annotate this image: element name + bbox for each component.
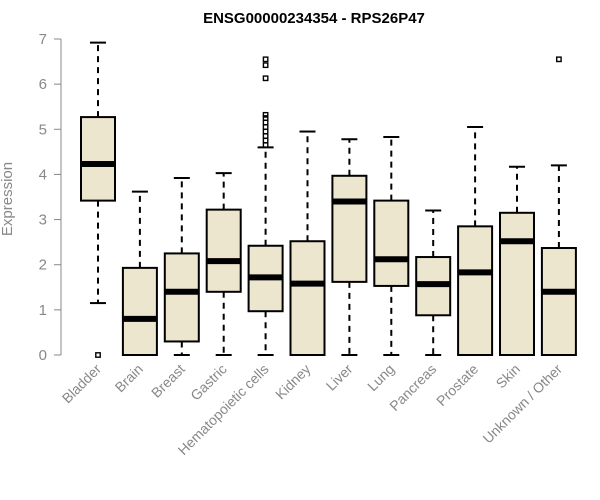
outlier-point: [556, 56, 562, 63]
y-tick-label: 4: [39, 166, 47, 183]
outlier-point: [262, 128, 269, 135]
y-axis-label: Expression: [0, 162, 16, 236]
outlier-point: [262, 62, 269, 69]
iqr-box: [121, 266, 158, 357]
iqr-box: [499, 211, 535, 356]
outlier-point: [262, 56, 269, 63]
y-tick-label: 2: [39, 257, 47, 274]
category-label: Skin: [493, 361, 524, 392]
box-group: [331, 138, 368, 356]
iqr-box: [80, 116, 116, 202]
box-group: [247, 56, 284, 356]
box-group: [499, 165, 535, 356]
box-group: [540, 56, 577, 356]
box-group: [415, 209, 452, 356]
outlier-point: [262, 111, 269, 118]
iqr-box: [540, 247, 577, 356]
boxes: [80, 41, 577, 358]
y-tick-label: 5: [39, 121, 47, 138]
outlier-point: [262, 115, 269, 121]
y-tick-label: 7: [39, 31, 47, 48]
category-label: Pancreas: [386, 361, 439, 414]
outlier-point: [262, 142, 269, 148]
box-group: [373, 135, 410, 356]
outlier-point: [262, 133, 269, 139]
outlier-point: [262, 124, 269, 130]
outlier-point: [95, 352, 101, 358]
category-label: Bladder: [59, 361, 105, 407]
outlier-point: [262, 137, 269, 144]
iqr-box: [331, 174, 368, 283]
category-label: Kidney: [272, 361, 314, 403]
category-label: Liver: [323, 361, 356, 394]
category-label: Brain: [112, 361, 146, 395]
category-label: Prostate: [433, 361, 481, 409]
y-tick-label: 0: [39, 347, 47, 364]
box-group: [121, 190, 158, 357]
category-label: Breast: [148, 361, 188, 401]
box-group: [205, 172, 242, 356]
iqr-box: [163, 252, 200, 343]
outlier-point: [262, 119, 269, 126]
category-label: Lung: [364, 361, 397, 394]
y-ticks: 0 1 2 3 4 5 6 7: [39, 31, 61, 364]
box-group: [457, 126, 494, 356]
box-group: [163, 177, 200, 356]
chart-title: ENSG00000234354 - RPS26P47: [203, 10, 425, 27]
iqr-box: [205, 208, 242, 293]
category-label: Unknown / Other: [479, 361, 565, 447]
iqr-box: [289, 240, 326, 357]
outlier-point: [262, 75, 269, 82]
box-group: [289, 130, 326, 357]
iqr-box: [457, 225, 494, 356]
box-group: [80, 41, 116, 358]
y-tick-label: 6: [39, 76, 47, 93]
y-tick-label: 1: [39, 302, 47, 319]
iqr-box: [373, 199, 410, 287]
y-tick-label: 3: [39, 212, 47, 229]
